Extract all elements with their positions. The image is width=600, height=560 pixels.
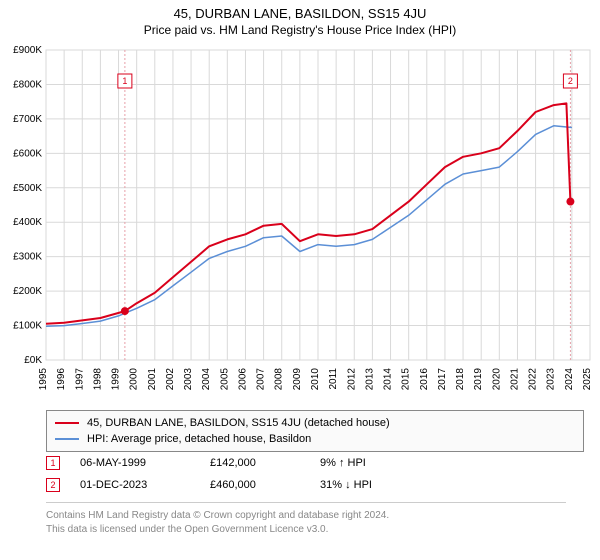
legend-label: 45, DURBAN LANE, BASILDON, SS15 4JU (det… [87,417,390,429]
svg-text:£0K: £0K [24,355,42,366]
svg-text:1996: 1996 [56,368,67,391]
svg-text:2007: 2007 [256,368,267,391]
legend-label: HPI: Average price, detached house, Basi… [87,433,311,445]
svg-text:2015: 2015 [401,368,412,391]
svg-text:2004: 2004 [201,368,212,391]
svg-text:£100K: £100K [13,321,42,332]
svg-text:2020: 2020 [491,368,502,391]
line-chart: £0K £100K £200K £300K £400K £500K £600K £700K £8… [0,44,600,404]
page-subtitle: Price paid vs. HM Land Registry's House … [0,21,600,41]
svg-text:£900K: £900K [13,45,42,56]
marker-badge: 1 [46,456,60,470]
svg-text:2005: 2005 [219,368,230,391]
svg-text:2021: 2021 [509,368,520,391]
chart-container: 45, DURBAN LANE, BASILDON, SS15 4JU Pric… [0,0,600,560]
svg-text:2009: 2009 [292,368,303,391]
svg-text:2000: 2000 [129,368,140,391]
txn-pct: 9% ↑ HPI [320,457,440,469]
table-row: 2 01-DEC-2023 £460,000 31% ↓ HPI [46,474,566,496]
svg-text:2013: 2013 [364,368,375,391]
svg-text:£800K: £800K [13,79,42,90]
chart-area: £0K £100K £200K £300K £400K £500K £600K £700K £8… [0,44,600,404]
table-row: 1 06-MAY-1999 £142,000 9% ↑ HPI [46,452,566,474]
svg-text:2010: 2010 [310,368,321,391]
svg-text:2011: 2011 [328,368,339,390]
svg-text:£400K: £400K [13,217,42,228]
svg-text:2024: 2024 [564,368,575,391]
svg-text:1997: 1997 [74,368,85,391]
txn-price: £460,000 [210,479,320,491]
svg-text:2012: 2012 [346,368,357,391]
svg-text:2001: 2001 [147,368,158,391]
svg-text:1998: 1998 [92,368,103,391]
svg-text:2025: 2025 [582,368,593,391]
txn-price: £142,000 [210,457,320,469]
svg-text:2022: 2022 [528,368,539,391]
legend: 45, DURBAN LANE, BASILDON, SS15 4JU (det… [46,410,584,452]
svg-text:£700K: £700K [13,114,42,125]
svg-text:2017: 2017 [437,368,448,391]
svg-text:2008: 2008 [274,368,285,391]
svg-text:£200K: £200K [13,286,42,297]
svg-text:1995: 1995 [38,368,49,391]
footer-line: This data is licensed under the Open Gov… [46,523,566,537]
svg-text:2003: 2003 [183,368,194,391]
svg-text:2023: 2023 [546,368,557,391]
svg-text:2019: 2019 [473,368,484,391]
legend-item: 45, DURBAN LANE, BASILDON, SS15 4JU (det… [55,415,575,431]
footer: Contains HM Land Registry data © Crown c… [46,502,566,537]
svg-text:2018: 2018 [455,368,466,391]
svg-text:£500K: £500K [13,183,42,194]
page-title: 45, DURBAN LANE, BASILDON, SS15 4JU [0,0,600,21]
legend-swatch [55,438,79,440]
legend-swatch [55,422,79,424]
txn-date: 06-MAY-1999 [80,457,210,469]
txn-pct: 31% ↓ HPI [320,479,440,491]
marker-badge: 2 [46,478,60,492]
svg-text:2006: 2006 [237,368,248,391]
svg-text:1: 1 [122,76,127,86]
legend-item: HPI: Average price, detached house, Basi… [55,431,575,447]
svg-text:£300K: £300K [13,252,42,263]
svg-text:1999: 1999 [111,368,122,391]
svg-text:£600K: £600K [13,148,42,159]
svg-text:2016: 2016 [419,368,430,391]
txn-date: 01-DEC-2023 [80,479,210,491]
svg-text:2002: 2002 [165,368,176,391]
svg-text:2: 2 [568,76,573,86]
footer-line: Contains HM Land Registry data © Crown c… [46,509,566,523]
svg-text:2014: 2014 [383,368,394,391]
transaction-table: 1 06-MAY-1999 £142,000 9% ↑ HPI 2 01-DEC… [46,452,566,496]
